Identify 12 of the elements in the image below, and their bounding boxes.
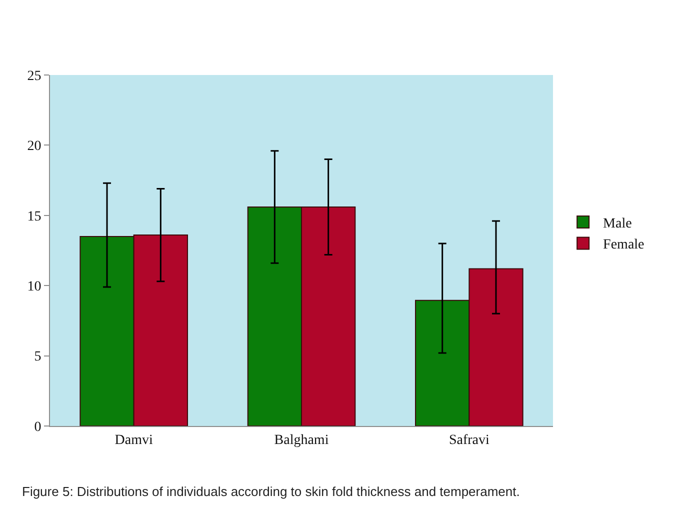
x-tick-label: Safravi	[448, 432, 490, 448]
legend-label: Female	[603, 238, 644, 253]
y-tick-label: 20	[27, 139, 42, 154]
x-tick-label: Damvi	[114, 432, 153, 448]
y-tick-label: 25	[27, 68, 42, 84]
y-tick-label: 15	[27, 209, 42, 224]
y-tick-label: 5	[34, 350, 42, 365]
caption: Figure 5: Distributions of individuals according to skin fold thickness and temperament.	[22, 484, 520, 499]
x-tick-label: Balghami	[274, 432, 329, 448]
legend-label: Male	[603, 216, 632, 232]
y-tick-label: 10	[27, 280, 42, 294]
y-tick-label: 0	[34, 420, 42, 435]
